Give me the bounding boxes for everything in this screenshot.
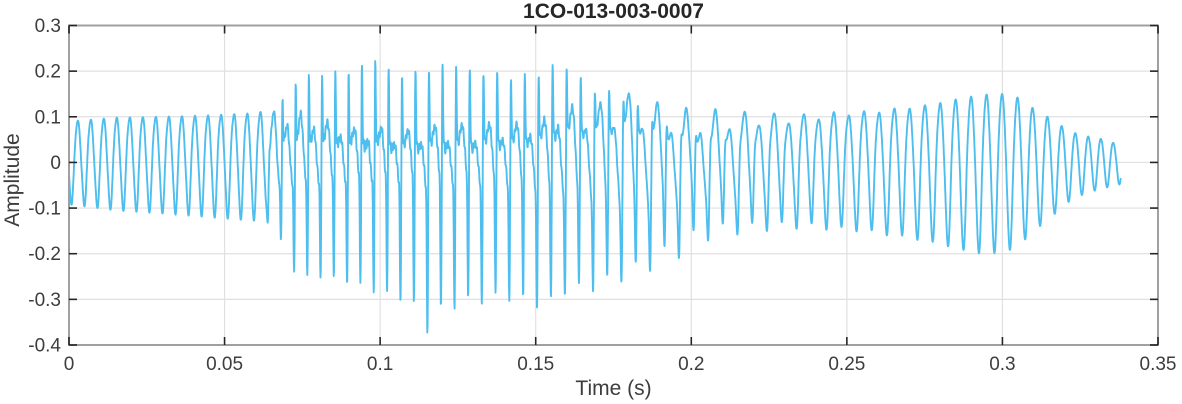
axes-box-outline (68, 24, 1159, 346)
tick-marks (68, 24, 1159, 346)
chart-title: 1CO-013-003-0007 (523, 0, 704, 23)
x-tick-label: 0.15 (517, 354, 554, 375)
y-tick-label: -0.4 (28, 336, 61, 357)
x-tick-label: 0.25 (828, 354, 865, 375)
y-tick-label: 0.1 (35, 107, 61, 128)
waveform-path (68, 60, 1122, 334)
x-axis-label: Time (s) (575, 377, 652, 400)
y-tick-label: 0.3 (35, 16, 61, 37)
waveform-line (68, 60, 1122, 334)
y-tick-label: -0.1 (28, 199, 61, 220)
x-tick-label: 0 (64, 354, 75, 375)
x-tick-label: 0.35 (1140, 354, 1177, 375)
x-tick-label: 0.3 (989, 354, 1015, 375)
axes-box (68, 24, 1159, 346)
y-tick-label: 0.2 (35, 62, 61, 83)
y-tick-label: 0 (50, 153, 61, 174)
x-tick-label: 0.05 (206, 354, 243, 375)
x-tick-label: 0.2 (678, 354, 704, 375)
y-axis-label: Amplitude (1, 133, 24, 227)
y-tick-label: -0.3 (28, 290, 61, 311)
x-tick-label: 0.1 (367, 354, 393, 375)
y-tick-label: -0.2 (28, 244, 61, 265)
tick-labels: 0 0.05 0.1 0.15 0.2 0.25 0.3 0.35 -0.4 -0.3 -0.2 -0… (28, 16, 1176, 375)
grid-lines (69, 25, 1158, 345)
